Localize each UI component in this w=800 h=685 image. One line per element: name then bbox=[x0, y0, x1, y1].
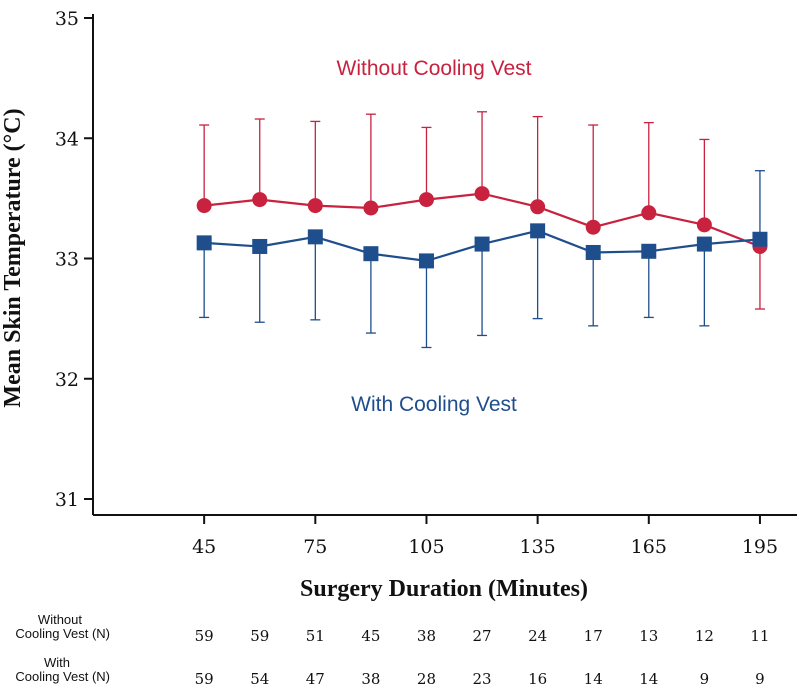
y-tick-label: 35 bbox=[55, 8, 79, 30]
data-point-without bbox=[585, 219, 601, 235]
data-point-without bbox=[252, 192, 268, 208]
x-tick-label: 45 bbox=[192, 536, 216, 558]
data-point-with bbox=[196, 235, 212, 251]
x-tick-label: 75 bbox=[303, 536, 327, 558]
n-value-without: 51 bbox=[306, 627, 325, 645]
n-row-label-with-line2: Cooling Vest (N) bbox=[15, 669, 110, 684]
n-value-without: 59 bbox=[250, 627, 269, 645]
data-point-with bbox=[474, 236, 490, 252]
data-point-with bbox=[307, 229, 323, 245]
y-tick-label: 33 bbox=[55, 249, 79, 271]
y-axis-title: Mean Skin Temperature (°C) bbox=[0, 108, 26, 407]
n-value-with: 28 bbox=[417, 670, 436, 685]
annotation-with-cooling-vest: With Cooling Vest bbox=[351, 393, 517, 416]
n-value-with: 47 bbox=[306, 670, 325, 685]
x-tick-label: 165 bbox=[631, 536, 667, 558]
data-point-with bbox=[363, 246, 379, 262]
data-point-with bbox=[696, 236, 712, 252]
n-value-with: 16 bbox=[528, 670, 547, 685]
n-table: Without Cooling Vest (N) With Cooling Ve… bbox=[15, 612, 769, 685]
data-point-without bbox=[307, 198, 323, 214]
n-value-with: 59 bbox=[195, 670, 214, 685]
n-value-without: 12 bbox=[695, 627, 714, 645]
n-value-without: 27 bbox=[473, 627, 492, 645]
x-axis-title: Surgery Duration (Minutes) bbox=[300, 576, 588, 602]
data-point-without bbox=[196, 198, 212, 214]
data-point-without bbox=[641, 205, 657, 221]
n-value-without: 59 bbox=[195, 627, 214, 645]
data-point-with bbox=[418, 253, 434, 269]
data-point-with bbox=[752, 231, 768, 247]
n-value-with: 23 bbox=[473, 670, 492, 685]
n-row-label-without-line1: Without bbox=[38, 612, 82, 627]
y-tick-label: 32 bbox=[55, 369, 79, 391]
data-point-with bbox=[641, 243, 657, 259]
data-point-with bbox=[252, 238, 268, 254]
n-value-with: 14 bbox=[584, 670, 603, 685]
annotation-without-cooling-vest: Without Cooling Vest bbox=[337, 57, 532, 80]
series-markers bbox=[196, 186, 768, 269]
n-value-with: 9 bbox=[755, 670, 765, 685]
data-point-with bbox=[585, 244, 601, 260]
data-point-without bbox=[696, 217, 712, 233]
x-tick-label: 195 bbox=[742, 536, 778, 558]
y-tick-label: 31 bbox=[55, 489, 79, 511]
n-value-without: 38 bbox=[417, 627, 436, 645]
data-point-with bbox=[530, 223, 546, 239]
n-value-without: 11 bbox=[750, 627, 769, 645]
data-point-without bbox=[363, 200, 379, 216]
n-value-without: 24 bbox=[528, 627, 547, 645]
n-value-without: 13 bbox=[639, 627, 658, 645]
n-row-label-without-line2: Cooling Vest (N) bbox=[15, 626, 110, 641]
n-row-label-with-line1: With bbox=[44, 655, 70, 670]
x-tick-label: 105 bbox=[408, 536, 444, 558]
y-tick-label: 34 bbox=[55, 128, 79, 150]
data-point-without bbox=[418, 192, 434, 208]
axes: 31 32 33 34 35 45 75 105 135 165 195 bbox=[55, 8, 797, 558]
n-value-with: 14 bbox=[639, 670, 658, 685]
n-value-with: 54 bbox=[250, 670, 269, 685]
n-value-without: 17 bbox=[584, 627, 603, 645]
n-value-with: 38 bbox=[361, 670, 380, 685]
data-point-without bbox=[530, 199, 546, 215]
data-point-without bbox=[474, 186, 490, 202]
n-values: 59 59 51 45 38 27 24 17 13 12 11 59 54 47 38 28 23 16 14 14… bbox=[195, 627, 770, 685]
x-tick-label: 135 bbox=[519, 536, 555, 558]
n-value-without: 45 bbox=[361, 627, 380, 645]
n-value-with: 9 bbox=[700, 670, 710, 685]
error-bars bbox=[199, 111, 765, 349]
